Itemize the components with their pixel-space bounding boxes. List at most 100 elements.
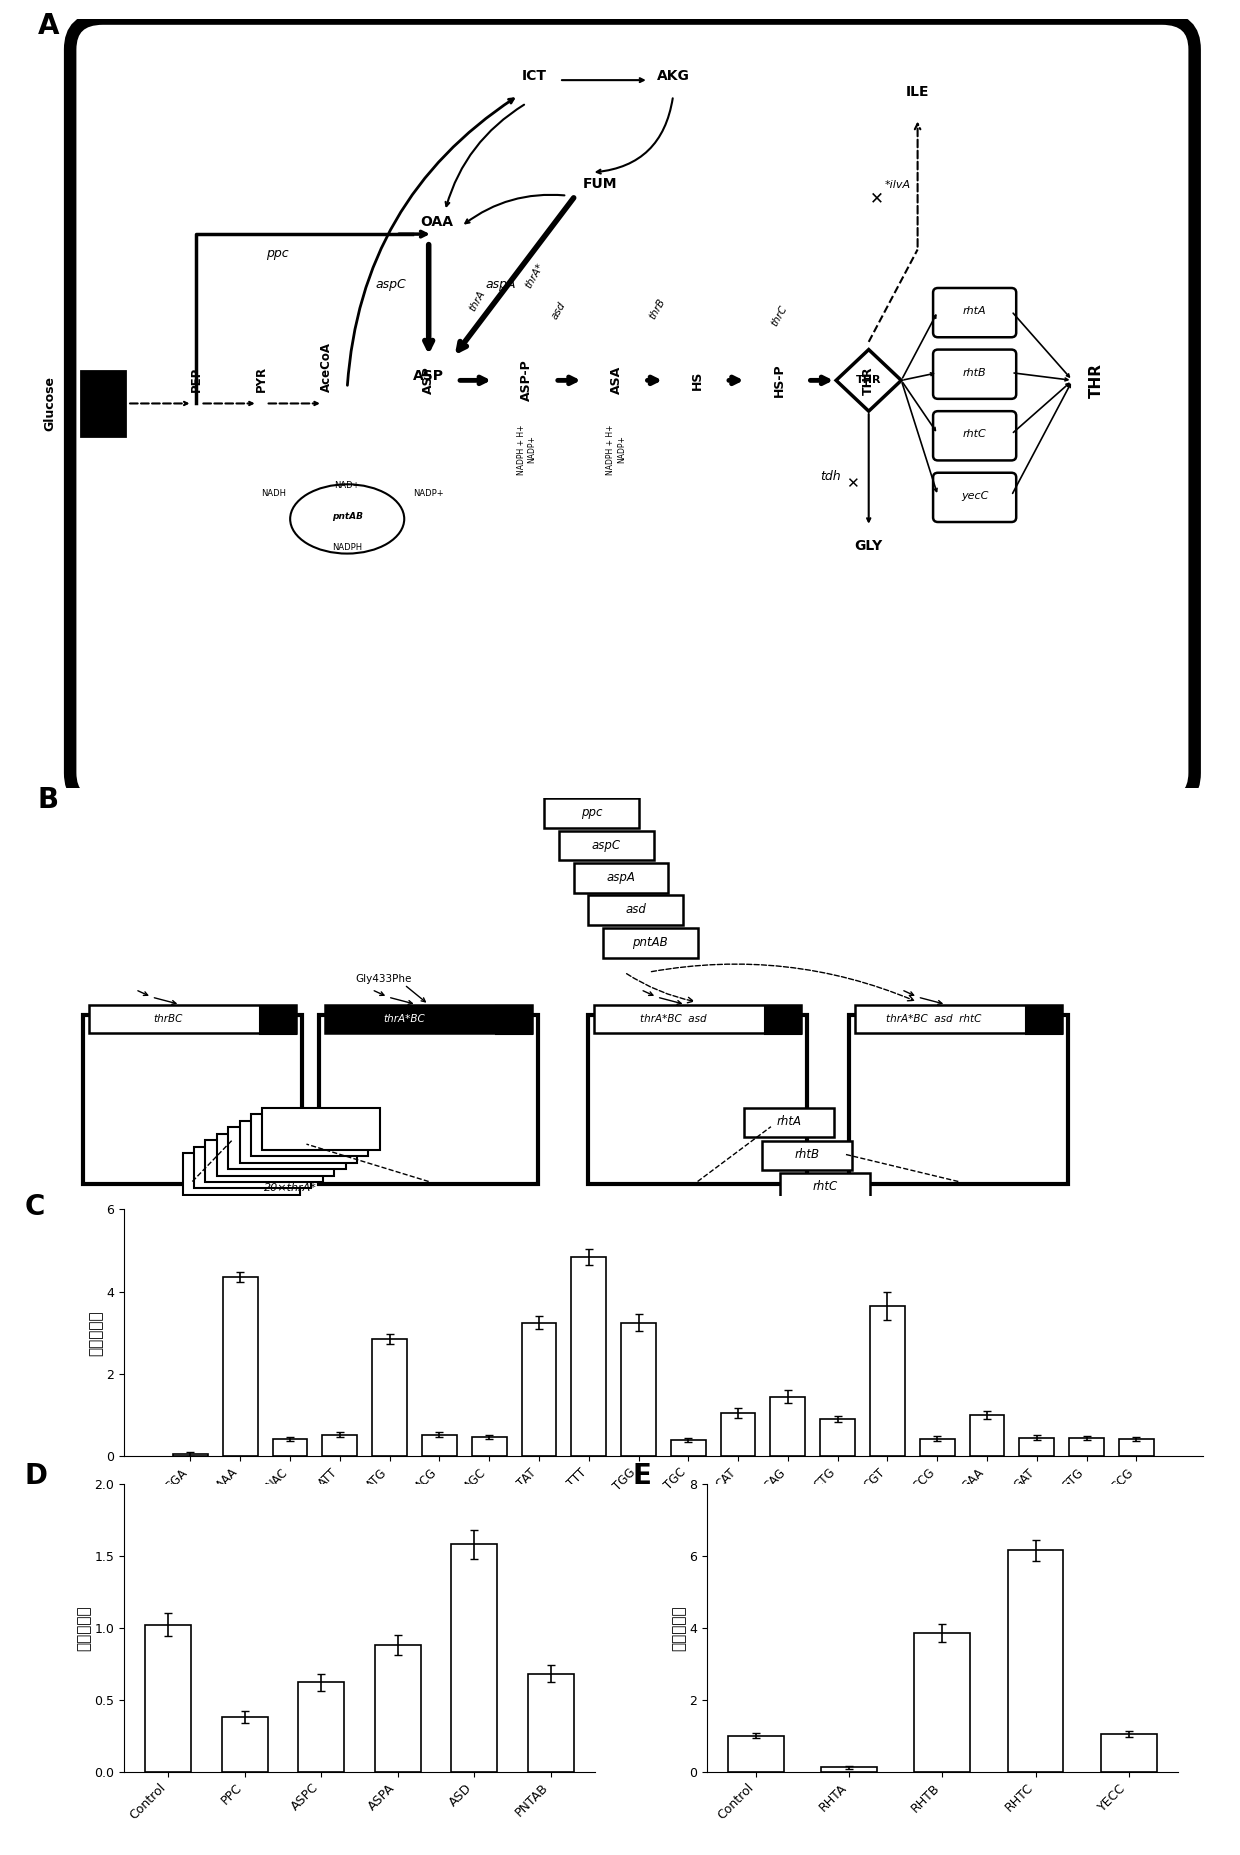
Text: E: E [632, 1462, 651, 1490]
Bar [1019, 1438, 1054, 1456]
Text: PEP: PEP [190, 367, 203, 391]
Bar [728, 1736, 784, 1772]
Text: HS: HS [691, 371, 704, 390]
Text: Glucose: Glucose [43, 377, 56, 430]
Text: ICT: ICT [522, 69, 547, 83]
Text: NADPH: NADPH [332, 544, 362, 551]
Text: ✕: ✕ [870, 189, 884, 208]
Text: *ilvA: *ilvA [885, 180, 911, 189]
Bar [174, 1454, 208, 1456]
Text: AceCoA: AceCoA [320, 341, 334, 391]
FancyBboxPatch shape [932, 473, 1017, 521]
Bar [821, 1768, 877, 1772]
Text: rhtB: rhtB [795, 1148, 820, 1161]
FancyBboxPatch shape [228, 1128, 346, 1169]
Bar [770, 1397, 805, 1456]
FancyBboxPatch shape [217, 1133, 334, 1176]
Text: D: D [25, 1462, 48, 1490]
FancyBboxPatch shape [1025, 1005, 1061, 1033]
Bar [820, 1419, 856, 1456]
Bar [372, 1339, 407, 1456]
Text: AKG: AKG [657, 69, 689, 83]
FancyBboxPatch shape [250, 1115, 368, 1156]
Bar [299, 1682, 345, 1772]
FancyBboxPatch shape [496, 1005, 532, 1033]
FancyBboxPatch shape [325, 1005, 532, 1033]
Bar [273, 1439, 308, 1456]
FancyBboxPatch shape [89, 1005, 296, 1033]
Text: yecC: yecC [828, 1213, 857, 1226]
Text: NADPH + H+
NADP+: NADPH + H+ NADP+ [517, 425, 536, 475]
Text: ASP: ASP [413, 369, 444, 384]
Bar [572, 1256, 606, 1456]
Text: thrA*BC: thrA*BC [383, 1015, 425, 1024]
Text: rhtA: rhtA [776, 1115, 801, 1128]
FancyBboxPatch shape [589, 1015, 807, 1183]
FancyBboxPatch shape [589, 896, 683, 926]
Bar [522, 1323, 557, 1456]
Text: thrC: thrC [769, 304, 789, 328]
Bar [970, 1415, 1004, 1456]
Polygon shape [836, 349, 901, 412]
Text: C: C [25, 1193, 45, 1221]
FancyBboxPatch shape [744, 1107, 835, 1137]
FancyBboxPatch shape [193, 1146, 311, 1189]
FancyBboxPatch shape [854, 1005, 1061, 1033]
FancyBboxPatch shape [780, 1172, 870, 1202]
FancyBboxPatch shape [320, 1015, 538, 1183]
Text: THR: THR [856, 375, 882, 386]
Bar [914, 1632, 971, 1772]
Text: yecC: yecC [961, 492, 988, 501]
Text: ppc: ppc [265, 247, 289, 260]
FancyBboxPatch shape [182, 1154, 300, 1195]
Text: HS-P: HS-P [773, 364, 786, 397]
FancyBboxPatch shape [594, 1005, 801, 1033]
FancyBboxPatch shape [260, 1005, 296, 1033]
FancyBboxPatch shape [263, 1107, 379, 1150]
Text: THR: THR [1090, 364, 1105, 397]
Text: GLY: GLY [854, 538, 883, 553]
Bar [422, 1434, 456, 1456]
Text: asd: asd [551, 301, 568, 321]
Text: thrA*BC  asd  rhtC: thrA*BC asd rhtC [887, 1015, 982, 1024]
Text: Gly433Phe: Gly433Phe [356, 974, 412, 985]
Text: thrB: thrB [647, 297, 667, 321]
FancyBboxPatch shape [574, 863, 668, 892]
Text: NADPH + H+
NADP+: NADPH + H+ NADP+ [606, 425, 626, 475]
FancyBboxPatch shape [932, 349, 1017, 399]
Text: ppc: ppc [580, 807, 603, 820]
FancyBboxPatch shape [761, 1141, 852, 1169]
Bar [1118, 1439, 1153, 1456]
Text: NADH: NADH [262, 490, 286, 497]
FancyBboxPatch shape [932, 288, 1017, 338]
Text: A: A [37, 11, 60, 41]
Text: thrA: thrA [467, 289, 487, 313]
Text: OAA: OAA [420, 215, 454, 230]
Y-axis label: 苏氨酸产量: 苏氨酸产量 [77, 1605, 92, 1651]
Text: aspC: aspC [376, 278, 407, 291]
Text: B: B [37, 787, 58, 814]
Bar [671, 1439, 706, 1456]
FancyBboxPatch shape [765, 1005, 801, 1033]
Text: ILE: ILE [906, 85, 929, 98]
Text: FUM: FUM [583, 176, 618, 191]
FancyBboxPatch shape [559, 831, 653, 861]
FancyBboxPatch shape [932, 412, 1017, 460]
Bar [528, 1673, 574, 1772]
FancyBboxPatch shape [603, 928, 698, 957]
Bar [471, 1438, 507, 1456]
FancyBboxPatch shape [797, 1206, 888, 1234]
Bar [451, 1545, 497, 1772]
Text: aspA: aspA [486, 278, 516, 291]
Text: thrBC: thrBC [154, 1015, 182, 1024]
Bar [1069, 1438, 1104, 1456]
Ellipse shape [290, 484, 404, 553]
Bar [222, 1718, 268, 1772]
Bar [920, 1439, 955, 1456]
FancyBboxPatch shape [239, 1120, 357, 1163]
Bar [374, 1645, 420, 1772]
Bar [870, 1306, 905, 1456]
Text: asd: asd [625, 903, 646, 916]
Text: 20×thrA*: 20×thrA* [264, 1183, 316, 1193]
Text: NAD+: NAD+ [335, 480, 360, 490]
